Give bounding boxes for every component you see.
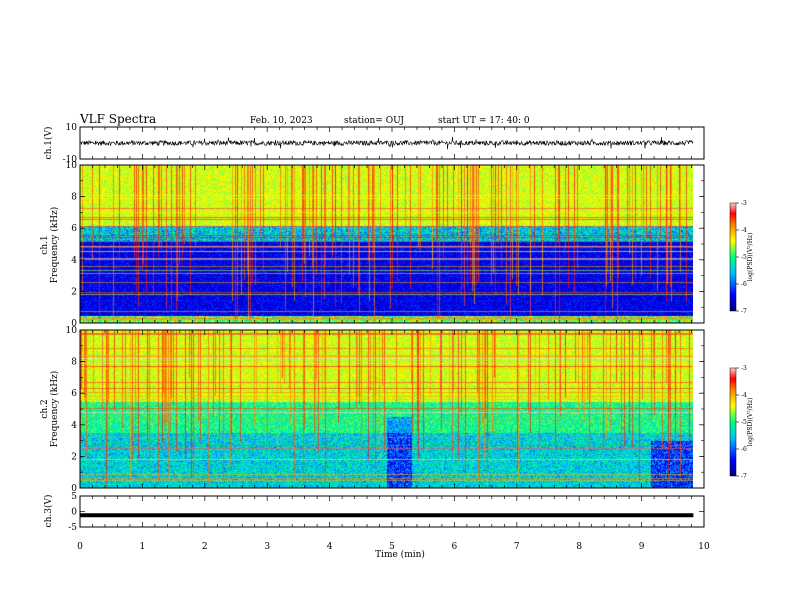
- y-tick-label: 10: [66, 326, 78, 336]
- ch2-colorbar-tick-label: -4: [741, 392, 747, 399]
- y-tick-label: 6: [71, 389, 77, 399]
- ch1-colorbar-tick-label: -3: [741, 200, 747, 207]
- x-tick-label: 0: [77, 542, 83, 552]
- ch2-spectrogram-ylabel-channel: ch.2: [40, 399, 50, 418]
- y-tick-label: 0: [71, 484, 77, 494]
- ch1-colorbar-label: log(PSD)(V²/Hz): [747, 233, 754, 282]
- ch1-colorbar-tick-label: -7: [741, 308, 747, 315]
- y-tick-label: 10: [66, 123, 78, 133]
- y-tick-label: -10: [63, 155, 78, 165]
- header-date: Feb. 10, 2023: [250, 116, 313, 126]
- y-tick-label: 2: [71, 452, 77, 462]
- y-tick-label: 8: [71, 193, 77, 203]
- ch3-waveform-panel: 50-50 1 2 3 4 5 6 7 8 9 10: [68, 492, 710, 552]
- header-station: station= OUJ: [344, 116, 404, 126]
- ch2-spectrogram-ylabel-frequency: Frequency (kHz): [49, 371, 60, 448]
- x-tick-label: 5: [389, 542, 395, 552]
- ch2-colorbar-tick-label: -6: [741, 446, 747, 453]
- ch1-colorbar-tick-label: -5: [741, 254, 747, 261]
- ch1-colorbar-tick-label: -6: [741, 281, 747, 288]
- y-tick-label: 0: [71, 319, 77, 329]
- y-tick-label: 6: [71, 224, 77, 234]
- ch1-waveform-panel: 10 -10: [63, 123, 705, 165]
- x-tick-label: 10: [698, 542, 710, 552]
- ch1-spectrogram-ylabel-channel: ch.1: [40, 235, 50, 254]
- x-tick-label: 2: [202, 542, 208, 552]
- ch2-colorbar-tick-label: -7: [741, 473, 747, 480]
- y-tick-label: 0: [71, 508, 77, 518]
- x-tick-label: 7: [514, 542, 520, 552]
- ch2-colorbar-tick-label: -5: [741, 419, 747, 426]
- ch1-spectrogram-ylabel-frequency: Frequency (kHz): [49, 207, 60, 284]
- header-start-time: start UT = 17: 40: 0: [438, 116, 530, 126]
- y-tick-label: -5: [68, 523, 77, 533]
- x-tick-label: 4: [327, 542, 333, 552]
- y-tick-label: 5: [71, 492, 77, 502]
- x-tick-label: 1: [140, 542, 146, 552]
- y-tick-label: 8: [71, 358, 77, 368]
- y-tick-label: 4: [71, 421, 77, 431]
- x-tick-label: 6: [452, 542, 458, 552]
- y-tick-label: 10: [66, 161, 78, 171]
- x-tick-label: 8: [576, 542, 582, 552]
- ch1-spectrogram-panel: 0 2 4 6 8 10: [66, 161, 705, 329]
- ch1-colorbar-tick-label: -4: [741, 227, 747, 234]
- ch1-waveform-ylabel: ch.1(V): [43, 127, 54, 160]
- spectrogram-image: [80, 330, 693, 488]
- x-tick-label: 9: [639, 542, 645, 552]
- x-tick-label: 3: [264, 542, 270, 552]
- figure-title: VLF Spectra: [79, 112, 156, 126]
- ch2-colorbar-tick-label: -3: [741, 365, 747, 372]
- y-tick-label: 4: [71, 256, 77, 266]
- y-tick-label: 2: [71, 287, 77, 297]
- ch3-waveform-ylabel: ch.3(V): [43, 495, 54, 528]
- ch1-waveform-trace: [79, 136, 694, 150]
- ch2-spectrogram-panel: 0 2 4 6 8 10: [66, 326, 705, 494]
- x-axis-label: Time (min): [375, 549, 425, 560]
- spectrogram-image: [80, 165, 693, 323]
- ch2-colorbar-label: log(PSD)(V²/Hz): [747, 398, 754, 447]
